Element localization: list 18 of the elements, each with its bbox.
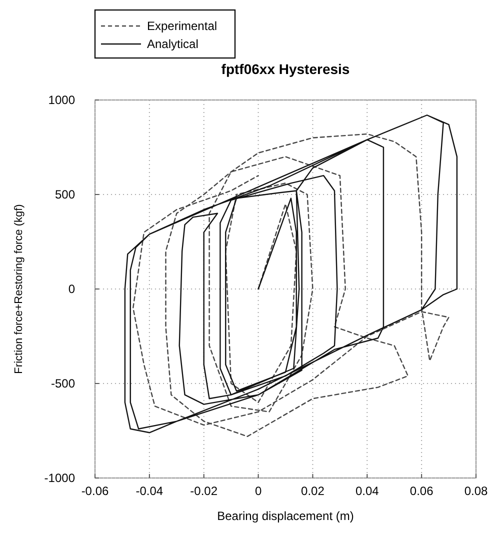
y-tick-label: 0 [68,282,76,296]
x-tick-label: 0.02 [301,484,325,498]
y-tick-label: -1000 [44,471,76,485]
x-tick-label: 0 [254,484,262,498]
y-axis-title: Friction force+Restoring force (kgf) [13,204,25,374]
legend-label: Experimental [147,19,218,33]
chart-title: fptf06xx Hysteresis [221,61,350,77]
x-tick-label: 0.08 [464,484,488,498]
y-tick-label: -500 [50,376,76,390]
legend-label: Analytical [147,37,198,51]
x-tick-label: -0.04 [136,484,164,498]
y-tick-label: 500 [54,188,76,202]
y-tick-label: 1000 [48,93,76,107]
x-tick-label: 0.04 [355,484,380,498]
x-tick-label: 0.06 [410,484,434,498]
x-tick-label: -0.06 [81,484,109,498]
x-tick-label: -0.02 [190,484,218,498]
x-axis-title: Bearing displacement (m) [217,509,354,523]
